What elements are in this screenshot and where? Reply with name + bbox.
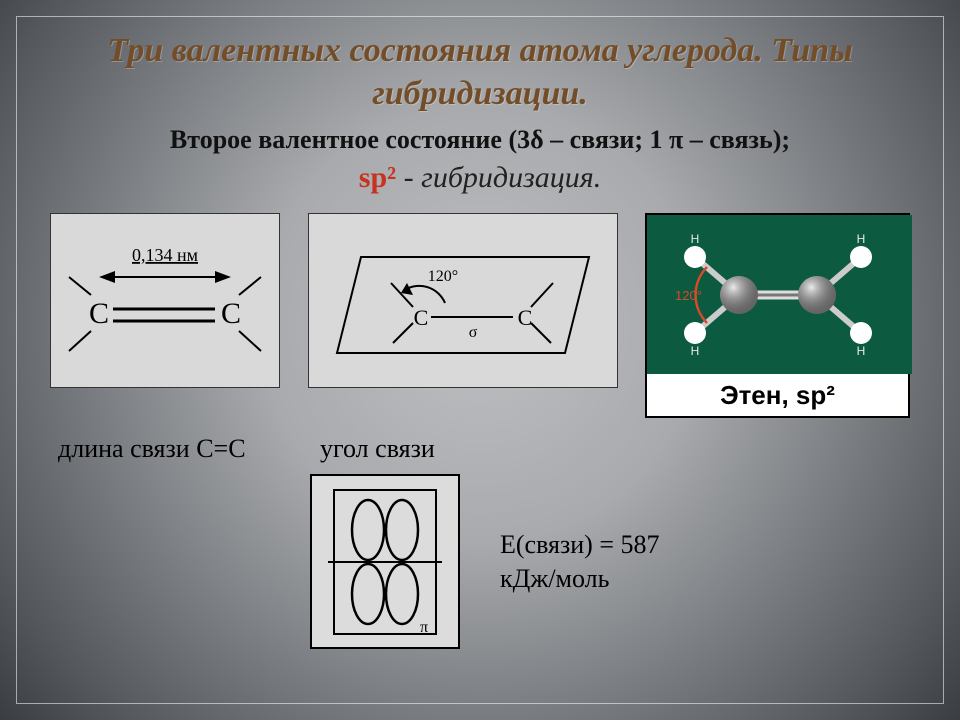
ethene-3d-scene: 120° H H H H	[647, 215, 908, 374]
svg-text:σ: σ	[468, 324, 477, 341]
ethene-3d-svg: 120° H H H H	[647, 215, 912, 374]
ethene-caption: Этен, sp²	[647, 374, 908, 416]
sp2-label: sp²	[359, 161, 396, 194]
diagram-ethene-3d: 120° H H H H Этен, s	[645, 213, 910, 418]
content: Три валентных состояния атома углерода. …	[50, 30, 910, 649]
bond-length-value: 0,134 нм	[132, 245, 198, 265]
svg-text:H: H	[857, 232, 866, 246]
slide-title: Три валентных состояния атома углерода. …	[50, 30, 910, 115]
slide: Три валентных состояния атома углерода. …	[0, 0, 960, 720]
hybridization-line: sp² - гибридизация.	[50, 161, 910, 195]
svg-text:C: C	[517, 305, 532, 330]
pi-orbital-svg: π	[320, 482, 450, 642]
label-bond-length: длина связи С=С	[58, 434, 290, 464]
label-bond-angle: угол связи	[320, 434, 435, 464]
slide-subtitle: Второе валентное состояние (3δ – связи; …	[50, 125, 910, 155]
svg-text:H: H	[857, 344, 866, 358]
svg-text:H: H	[691, 232, 700, 246]
diagram-row: 0,134 нм C C C	[50, 213, 910, 418]
bond-length-svg: 0,134 нм C C	[55, 221, 275, 381]
diagram-labels-row: длина связи С=С угол связи	[58, 434, 910, 464]
svg-text:π: π	[420, 619, 428, 636]
diagram-bond-length: 0,134 нм C C	[50, 213, 280, 388]
diagram-bond-angle: C C σ 120°	[308, 213, 618, 388]
ethene-angle-text: 120°	[675, 288, 702, 303]
bond-energy: Е(связи) = 587 кДж/моль	[500, 528, 659, 596]
svg-text:H: H	[691, 344, 700, 358]
svg-text:C: C	[413, 305, 428, 330]
svg-text:C: C	[89, 297, 109, 330]
energy-line2: кДж/моль	[500, 562, 659, 596]
hyb-rest: - гибридизация.	[396, 161, 601, 194]
svg-text:120°: 120°	[427, 268, 457, 285]
bottom-row: π Е(связи) = 587 кДж/моль	[310, 474, 910, 649]
bond-angle-svg: C C σ 120°	[313, 221, 613, 381]
energy-line1: Е(связи) = 587	[500, 528, 659, 562]
diagram-pi-orbital: π	[310, 474, 460, 649]
svg-text:C: C	[221, 297, 241, 330]
